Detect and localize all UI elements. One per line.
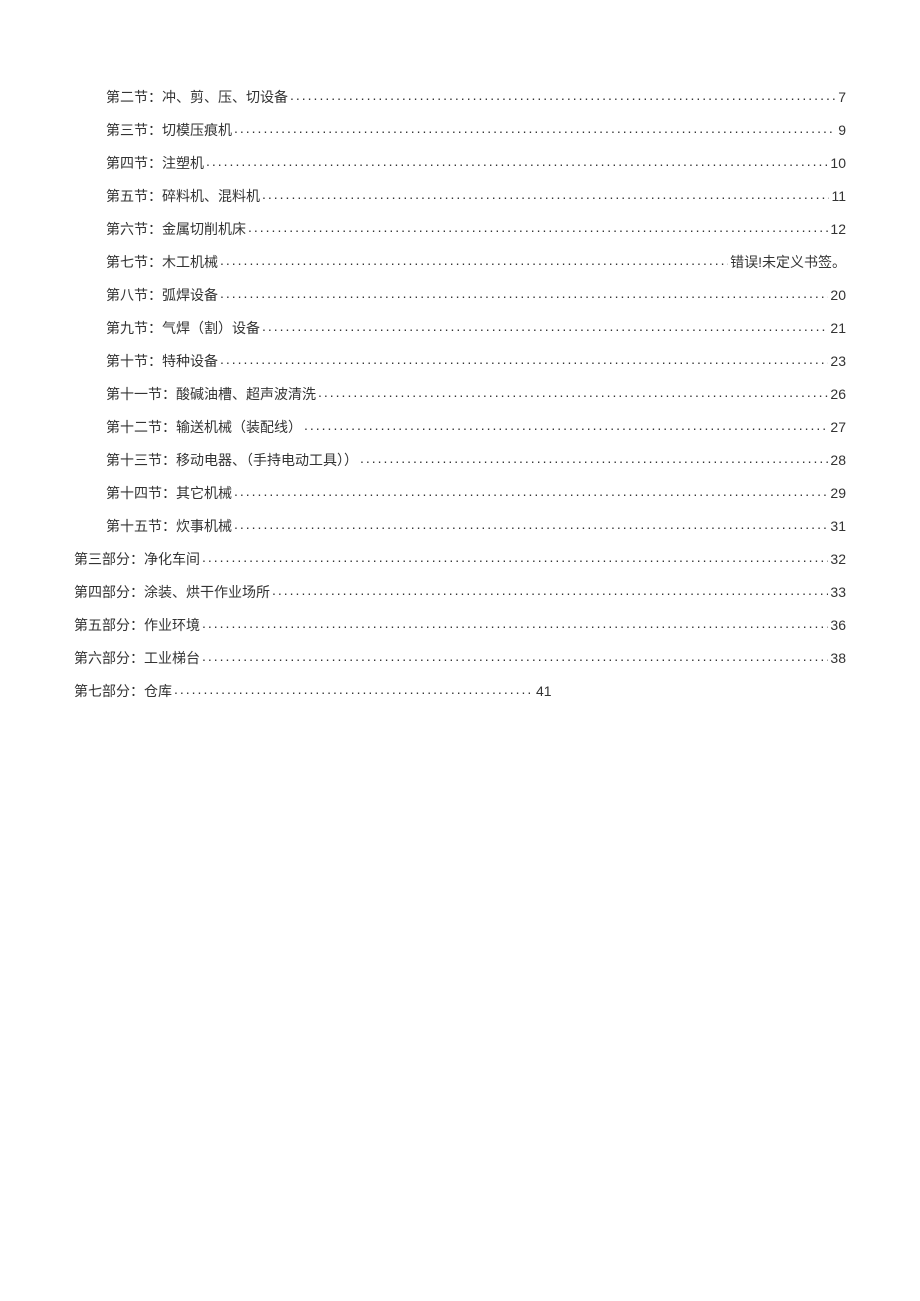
toc-entry-label: 第七部分：仓库 <box>74 684 172 698</box>
toc-leader-dots <box>318 385 828 399</box>
table-of-contents: 第二节：冲、剪、压、切设备 7 第三节：切模压痕机 9 第四节：注塑机 10 第五节：碎料机… <box>74 88 846 698</box>
toc-entry-label: 第七节：木工机械 <box>106 255 218 269</box>
toc-entry: 第九节：气焊（割）设备 21 <box>106 319 846 335</box>
toc-leader-dots <box>234 517 828 531</box>
toc-entry-label: 第十三节：移动电器、（手持电动工具）） <box>106 453 358 467</box>
toc-entry: 第五部分：作业环境 36 <box>74 616 846 632</box>
toc-entry-label: 第四部分：涂装、烘干作业场所 <box>74 585 270 599</box>
toc-entry: 第七节：木工机械 错误!未定义书签。 <box>106 253 846 269</box>
toc-leader-dots <box>304 418 828 432</box>
document-page: 第二节：冲、剪、压、切设备 7 第三节：切模压痕机 9 第四节：注塑机 10 第五节：碎料机… <box>0 0 920 1301</box>
toc-leader-dots <box>202 616 828 630</box>
toc-entry-page: 7 <box>838 90 846 104</box>
toc-entry: 第十节：特种设备 23 <box>106 352 846 368</box>
toc-leader-dots <box>234 484 828 498</box>
toc-entry: 第十二节：输送机械（装配线） 27 <box>106 418 846 434</box>
toc-entry-label: 第二节：冲、剪、压、切设备 <box>106 90 288 104</box>
toc-leader-dots <box>220 253 728 267</box>
toc-entry-label: 第十五节：炊事机械 <box>106 519 232 533</box>
toc-entry: 第八节：弧焊设备 20 <box>106 286 846 302</box>
toc-entry: 第十五节：炊事机械 31 <box>106 517 846 533</box>
toc-entry-page: 28 <box>830 453 846 467</box>
toc-entry-page: 10 <box>830 156 846 170</box>
toc-entry: 第十一节：酸碱油槽、超声波清洗 26 <box>106 385 846 401</box>
toc-leader-dots <box>360 451 828 465</box>
toc-entry-label: 第三部分：净化车间 <box>74 552 200 566</box>
toc-entry-label: 第五部分：作业环境 <box>74 618 200 632</box>
toc-entry-page: 11 <box>831 189 846 203</box>
toc-leader-dots <box>206 154 828 168</box>
toc-entry-label: 第五节：碎料机、混料机 <box>106 189 260 203</box>
toc-entry-page: 36 <box>830 618 846 632</box>
toc-entry-label: 第十二节：输送机械（装配线） <box>106 420 302 434</box>
toc-entry-page: 41 <box>536 684 552 698</box>
toc-entry: 第四部分：涂装、烘干作业场所 33 <box>74 583 846 599</box>
toc-entry-page: 20 <box>830 288 846 302</box>
toc-entry-page: 26 <box>830 387 846 401</box>
toc-entry-page: 32 <box>830 552 846 566</box>
toc-entry-label: 第八节：弧焊设备 <box>106 288 218 302</box>
toc-entry: 第十四节：其它机械 29 <box>106 484 846 500</box>
toc-leader-dots <box>290 88 836 102</box>
toc-entry: 第七部分：仓库 41 <box>74 682 846 698</box>
toc-entry: 第四节：注塑机 10 <box>106 154 846 170</box>
toc-entry-label: 第十一节：酸碱油槽、超声波清洗 <box>106 387 316 401</box>
toc-entry: 第十三节：移动电器、（手持电动工具）） 28 <box>106 451 846 467</box>
toc-entry-page: 33 <box>830 585 846 599</box>
toc-leader-dots <box>220 352 828 366</box>
toc-leader-dots <box>174 682 534 696</box>
toc-entry-page: 38 <box>830 651 846 665</box>
toc-entry-page: 9 <box>838 123 846 137</box>
toc-entry-page: 23 <box>830 354 846 368</box>
toc-entry: 第六节：金属切削机床 12 <box>106 220 846 236</box>
toc-entry: 第六部分：工业梯台 38 <box>74 649 846 665</box>
toc-leader-dots <box>202 550 828 564</box>
toc-entry-label: 第三节：切模压痕机 <box>106 123 232 137</box>
toc-entry-label: 第十节：特种设备 <box>106 354 218 368</box>
toc-entry-page: 31 <box>830 519 846 533</box>
toc-leader-dots <box>262 319 828 333</box>
toc-entry-page: 27 <box>830 420 846 434</box>
toc-entry: 第三部分：净化车间 32 <box>74 550 846 566</box>
toc-entry-label: 第六部分：工业梯台 <box>74 651 200 665</box>
toc-entry: 第三节：切模压痕机 9 <box>106 121 846 137</box>
toc-entry-label: 第四节：注塑机 <box>106 156 204 170</box>
toc-leader-dots <box>234 121 836 135</box>
toc-leader-dots <box>272 583 828 597</box>
toc-leader-dots <box>262 187 829 201</box>
toc-leader-dots <box>202 649 828 663</box>
toc-entry-label: 第十四节：其它机械 <box>106 486 232 500</box>
toc-entry: 第五节：碎料机、混料机 11 <box>106 187 846 203</box>
toc-entry-page: 29 <box>830 486 846 500</box>
toc-entry-label: 第六节：金属切削机床 <box>106 222 246 236</box>
toc-entry-page: 12 <box>830 222 846 236</box>
toc-leader-dots <box>248 220 828 234</box>
toc-leader-dots <box>220 286 828 300</box>
toc-entry: 第二节：冲、剪、压、切设备 7 <box>106 88 846 104</box>
toc-entry-page: 21 <box>830 321 846 335</box>
toc-entry-page: 错误!未定义书签。 <box>730 255 846 269</box>
toc-entry-label: 第九节：气焊（割）设备 <box>106 321 260 335</box>
